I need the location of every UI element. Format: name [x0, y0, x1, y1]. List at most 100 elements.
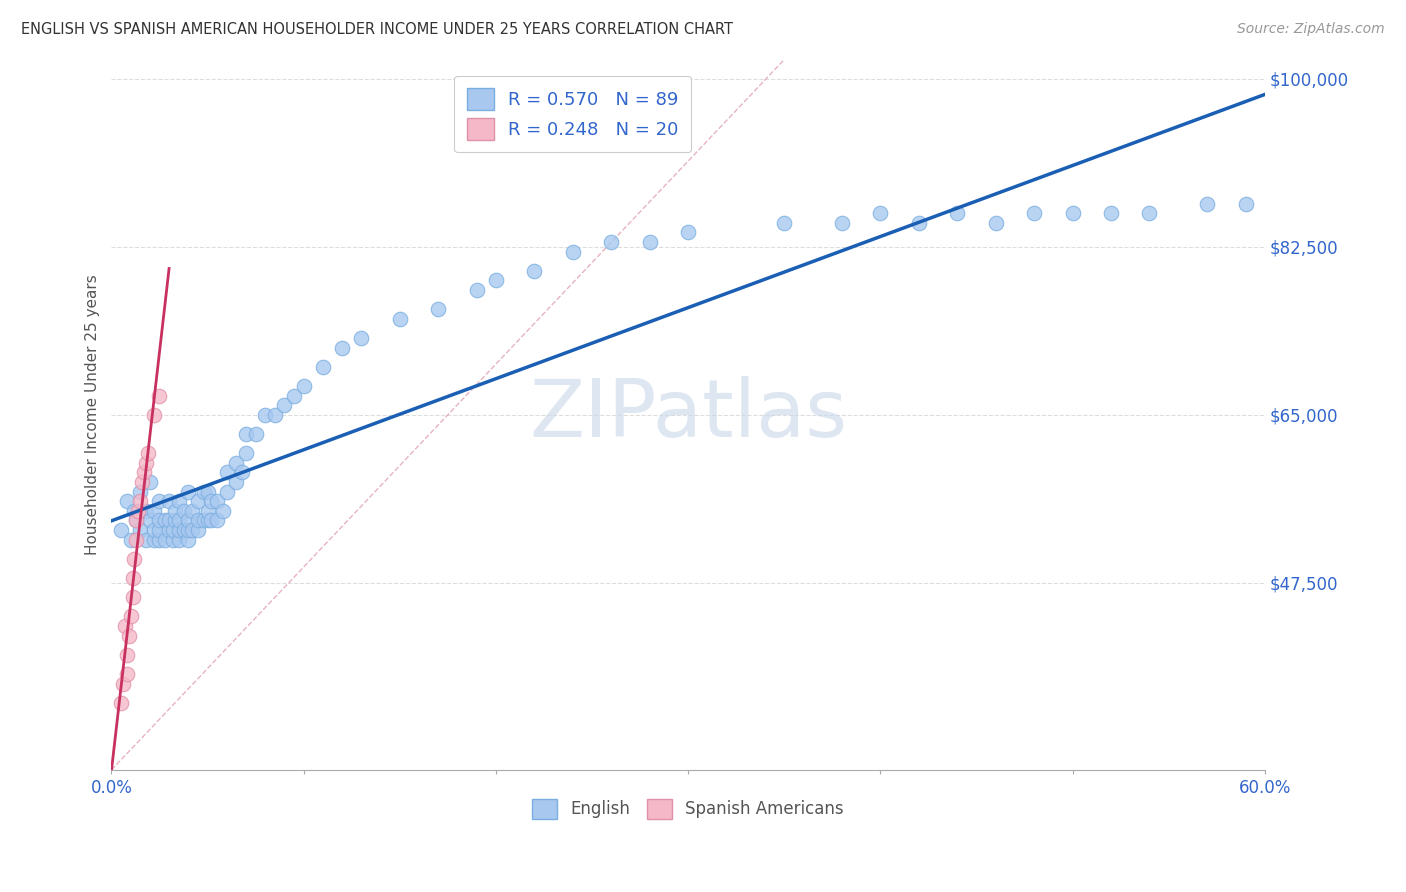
Point [200, 513, 222, 527]
Point [638, 235, 661, 249]
Point [125, 533, 148, 547]
Point [177, 513, 200, 527]
Point [115, 494, 138, 508]
Point [177, 533, 200, 547]
Point [193, 513, 215, 527]
Point [485, 273, 508, 287]
Point [173, 523, 195, 537]
Point [124, 551, 146, 566]
Point [162, 523, 184, 537]
Point [142, 533, 165, 547]
Point [273, 398, 295, 412]
Point [1062, 206, 1084, 220]
Point [187, 523, 209, 537]
Point [132, 466, 155, 480]
Point [115, 648, 138, 662]
Text: Source: ZipAtlas.com: Source: ZipAtlas.com [1237, 22, 1385, 37]
Point [187, 513, 209, 527]
Point [197, 504, 219, 518]
Point [1234, 196, 1257, 211]
Point [148, 513, 170, 527]
Point [465, 283, 488, 297]
Point [115, 667, 138, 681]
Point [245, 427, 267, 442]
Point [181, 504, 204, 518]
Point [121, 571, 143, 585]
Point [163, 504, 186, 518]
Point [177, 523, 200, 537]
Point [225, 475, 247, 489]
Point [148, 523, 170, 537]
Point [124, 504, 146, 518]
Point [177, 484, 200, 499]
Point [148, 494, 170, 508]
Point [135, 456, 157, 470]
Point [676, 226, 699, 240]
Point [231, 466, 253, 480]
Point [215, 466, 238, 480]
Point [127, 504, 149, 518]
Point [193, 484, 215, 499]
Point [427, 302, 450, 317]
Point [110, 523, 132, 537]
Point [121, 591, 143, 605]
Point [120, 533, 142, 547]
Point [561, 244, 583, 259]
Point [155, 513, 177, 527]
Point [215, 484, 238, 499]
Point [167, 513, 190, 527]
Point [330, 341, 353, 355]
Point [142, 504, 165, 518]
Point [167, 523, 190, 537]
Point [162, 533, 184, 547]
Point [111, 676, 134, 690]
Point [773, 216, 796, 230]
Point [157, 513, 180, 527]
Point [869, 206, 891, 220]
Point [163, 513, 186, 527]
Point [187, 494, 209, 508]
Text: ZIPatlas: ZIPatlas [529, 376, 848, 454]
Point [1024, 206, 1046, 220]
Point [125, 513, 148, 527]
Point [148, 533, 170, 547]
Point [120, 609, 142, 624]
Point [235, 446, 257, 460]
Point [173, 504, 195, 518]
Point [157, 494, 180, 508]
Point [1099, 206, 1122, 220]
Point [139, 475, 162, 489]
Point [292, 379, 315, 393]
Point [350, 331, 373, 345]
Point [129, 494, 152, 508]
Point [1197, 196, 1219, 211]
Point [114, 619, 136, 633]
Point [157, 523, 180, 537]
Point [907, 216, 929, 230]
Point [181, 523, 204, 537]
Point [831, 216, 853, 230]
Point [235, 427, 257, 442]
Point [125, 513, 148, 527]
Point [155, 533, 177, 547]
Point [197, 513, 219, 527]
Point [135, 504, 157, 518]
Y-axis label: Householder Income Under 25 years: Householder Income Under 25 years [86, 275, 100, 555]
Point [167, 533, 190, 547]
Point [129, 523, 152, 537]
Point [946, 206, 969, 220]
Point [1139, 206, 1161, 220]
Point [200, 494, 222, 508]
Legend: English, Spanish Americans: English, Spanish Americans [526, 792, 851, 826]
Point [136, 446, 159, 460]
Point [118, 629, 141, 643]
Text: ENGLISH VS SPANISH AMERICAN HOUSEHOLDER INCOME UNDER 25 YEARS CORRELATION CHART: ENGLISH VS SPANISH AMERICAN HOUSEHOLDER … [21, 22, 733, 37]
Point [139, 513, 162, 527]
Point [388, 311, 411, 326]
Point [212, 504, 235, 518]
Point [142, 408, 165, 422]
Point [600, 235, 623, 249]
Point [167, 494, 190, 508]
Point [312, 359, 335, 374]
Point [197, 484, 219, 499]
